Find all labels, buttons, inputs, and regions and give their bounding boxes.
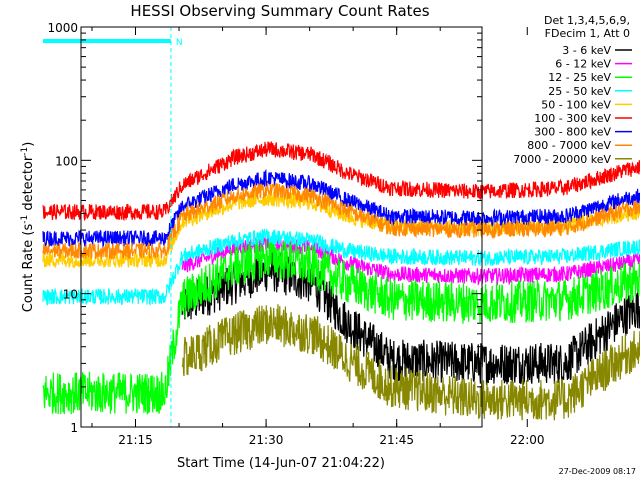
- y-axis: 1 10 100 1000: [47, 21, 482, 435]
- legend-entry-8: 7000 - 20000 keV: [513, 153, 611, 166]
- legend-entry-3: 25 - 50 keV: [548, 85, 611, 98]
- series-line-7: [42, 182, 640, 260]
- legend-entry-0: 3 - 6 keV: [562, 44, 611, 57]
- y-tick-label-0: 1: [70, 421, 78, 435]
- legend-entry-7: 800 - 7000 keV: [527, 139, 611, 152]
- y-tick-label-2: 100: [55, 154, 78, 168]
- plot-frame: [80, 26, 483, 428]
- series-line-2: [42, 237, 640, 415]
- timestamp: 27-Dec-2009 08:17: [559, 467, 636, 476]
- y-tick-label-1: 10: [63, 288, 78, 302]
- x-tick-label-1: 21:30: [249, 433, 284, 447]
- marker-layer: N: [42, 27, 183, 427]
- x-tick-label-0: 21:15: [118, 433, 153, 447]
- y-axis-label: Count Rate (s-1 detector-1): [20, 142, 36, 313]
- legend-entry-6: 300 - 800 keV: [534, 126, 611, 139]
- chart-title: HESSI Observing Summary Count Rates: [130, 2, 429, 20]
- y-tick-label-3: 1000: [47, 21, 78, 35]
- x-axis-label: Start Time (14-Jun-07 21:04:22): [177, 456, 385, 471]
- legend-title-line-2: FDecim 1, Att 0: [545, 27, 630, 40]
- series-line-8: [181, 304, 640, 421]
- x-tick-label-2: 21:45: [379, 433, 414, 447]
- series-layer: [42, 141, 640, 421]
- legend-entry-4: 50 - 100 keV: [541, 98, 611, 111]
- legend-entry-2: 12 - 25 keV: [548, 71, 611, 84]
- legend-entry-1: 6 - 12 keV: [555, 58, 611, 71]
- legend-entry-5: 100 - 300 keV: [534, 112, 611, 125]
- x-tick-label-3: 22:00: [510, 433, 545, 447]
- series-line-1: [181, 234, 640, 287]
- series-line-5: [42, 141, 640, 222]
- flag-label: N: [176, 38, 183, 48]
- series-line-6: [42, 168, 640, 248]
- legend: Det 1,3,4,5,6,9, FDecim 1, Att 0 3 - 6 k…: [513, 14, 632, 166]
- series-line-3: [42, 228, 640, 306]
- legend-title-line-1: Det 1,3,4,5,6,9,: [544, 14, 630, 27]
